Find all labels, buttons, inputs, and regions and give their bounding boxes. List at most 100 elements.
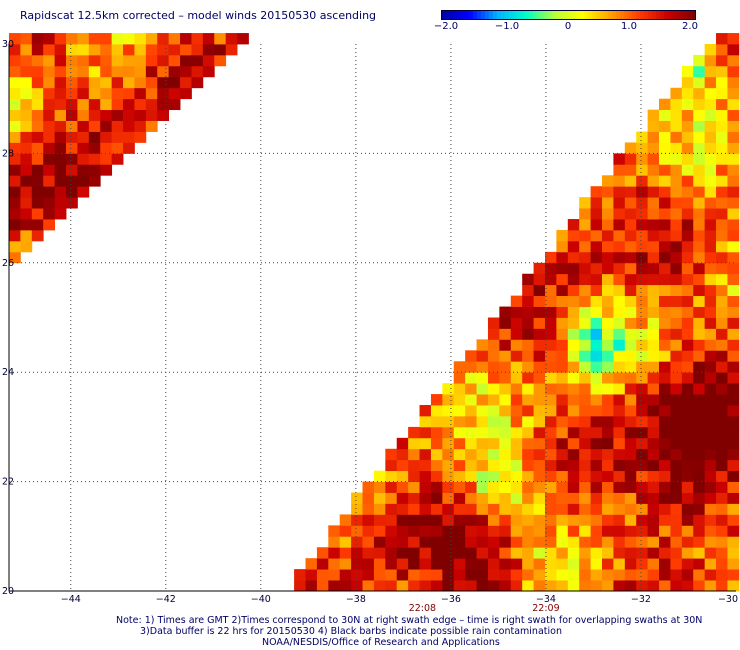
heatmap-cell (579, 394, 591, 406)
heatmap-cell (602, 262, 614, 275)
heatmap-cell (43, 76, 56, 89)
heatmap-cell (647, 142, 660, 154)
heatmap-cell (510, 361, 523, 373)
colorbar-swatch (488, 10, 494, 20)
heatmap-cell (522, 503, 534, 515)
heatmap-cell (716, 481, 728, 493)
heatmap-cell (567, 383, 580, 395)
heatmap-cell (590, 350, 603, 362)
heatmap-cell (659, 197, 671, 209)
heatmap-cell (613, 284, 626, 297)
heatmap-cell (613, 317, 626, 329)
heatmap-cell (43, 65, 56, 78)
heatmap-cell (716, 536, 728, 548)
heatmap-cell (556, 503, 569, 515)
heatmap-cell (442, 525, 455, 537)
heatmap-cell (693, 569, 706, 581)
heatmap-cell (351, 492, 363, 504)
heatmap-cell (510, 317, 523, 329)
heatmap-cell (522, 492, 534, 504)
heatmap-cell (579, 240, 591, 253)
heatmap-cell (647, 284, 660, 297)
heatmap-cell (31, 65, 44, 78)
heatmap-cell (624, 219, 637, 231)
heatmap-cell (396, 448, 409, 461)
heatmap-cell (9, 186, 21, 198)
colorbar-swatch (472, 10, 478, 20)
heatmap-cell (716, 558, 728, 570)
heatmap-cell (351, 580, 363, 592)
heatmap-cell (20, 87, 33, 100)
heatmap-cell (636, 580, 649, 592)
heatmap-cell (476, 350, 489, 362)
heatmap-cell (647, 262, 660, 275)
heatmap-cell (659, 219, 671, 231)
heatmap-cell (670, 109, 683, 121)
heatmap-cell (693, 405, 706, 417)
heatmap-cell (624, 153, 637, 165)
heatmap-cell (693, 186, 706, 198)
heatmap-cell (590, 492, 603, 504)
heatmap-cell (579, 262, 591, 275)
heatmap-cell (624, 448, 637, 461)
heatmap-cell (579, 306, 591, 318)
heatmap-cell (43, 164, 56, 176)
heatmap-cell (727, 87, 740, 100)
heatmap-cell (476, 558, 489, 570)
heatmap-cell (624, 186, 637, 198)
heatmap-cell (579, 426, 591, 439)
heatmap-cell (716, 186, 728, 198)
heatmap-cell (704, 65, 717, 78)
heatmap-cell (567, 558, 580, 570)
colorbar-tick-label: 0 (564, 21, 572, 32)
heatmap-cell (602, 514, 614, 526)
heatmap-cell (659, 525, 671, 537)
heatmap-cell (670, 229, 683, 242)
heatmap-cell (442, 492, 455, 504)
heatmap-cell (20, 44, 33, 56)
heatmap-cell (111, 153, 124, 165)
heatmap-cell (556, 536, 569, 548)
colorbar-swatch (560, 10, 566, 20)
heatmap-cell (385, 514, 398, 526)
heatmap-cell (453, 492, 466, 504)
heatmap-cell (9, 131, 21, 143)
heatmap-cell (316, 558, 329, 570)
heatmap-cell (613, 459, 626, 472)
heatmap-cell (670, 470, 683, 482)
heatmap-cell (602, 175, 614, 187)
heatmap-cell (579, 219, 591, 231)
heatmap-cell (659, 547, 671, 559)
heatmap-cell (453, 426, 466, 439)
heatmap-cell (659, 109, 671, 121)
heatmap-cell (20, 142, 33, 154)
heatmap-cell (590, 317, 603, 329)
heatmap-cell (510, 547, 523, 559)
heatmap-cell (533, 339, 546, 351)
heatmap-cell (613, 295, 626, 307)
heatmap-cell (351, 514, 363, 526)
heatmap-cell (716, 164, 728, 176)
heatmap-cell (66, 153, 78, 165)
heatmap-cell (613, 492, 626, 504)
heatmap-cell (727, 426, 740, 439)
heatmap-cell (624, 415, 637, 428)
heatmap-cell (408, 569, 420, 581)
heatmap-cell (54, 186, 67, 198)
heatmap-cell (510, 350, 523, 362)
heatmap-cell (453, 481, 466, 493)
heatmap-cell (727, 459, 740, 472)
heatmap-cell (602, 426, 614, 439)
heatmap-cell (419, 459, 432, 472)
heatmap-cell (419, 547, 432, 559)
heatmap-cell (510, 437, 523, 450)
heatmap-cell (716, 394, 728, 406)
heatmap-cell (510, 503, 523, 515)
heatmap-cell (408, 580, 420, 592)
heatmap-cell (522, 317, 534, 329)
heatmap-cell (647, 186, 660, 198)
heatmap-cell (693, 536, 706, 548)
heatmap-cell (385, 481, 398, 493)
heatmap-cell (659, 284, 671, 297)
heatmap-cell (716, 65, 728, 78)
